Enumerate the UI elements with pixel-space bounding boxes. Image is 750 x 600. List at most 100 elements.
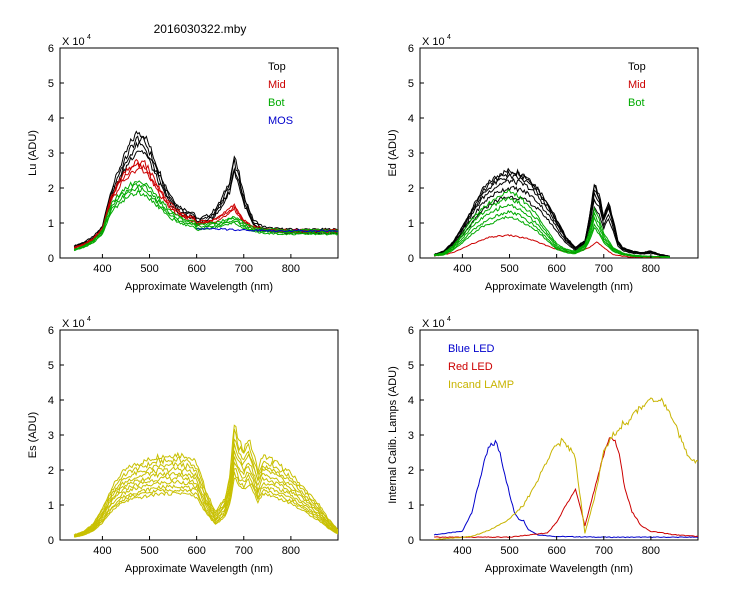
- series-line-blue-led: [433, 439, 698, 539]
- x-tick-label: 500: [500, 263, 518, 275]
- y-exponent-power: 4: [447, 316, 451, 323]
- x-tick-label: 600: [187, 545, 205, 557]
- y-axis-label: Internal Calib. Lamps (ADU): [387, 366, 399, 504]
- plot-frame: [59, 329, 339, 541]
- x-tick-label: 800: [282, 263, 300, 275]
- y-tick-label: 2: [48, 465, 54, 477]
- series-line-red-led: [434, 437, 698, 539]
- y-tick-label: 6: [408, 43, 414, 55]
- y-tick-label: 1: [48, 218, 54, 230]
- plot-frame: [419, 329, 699, 541]
- series-line-top: [433, 177, 670, 257]
- legend-item: Top: [268, 61, 286, 73]
- legend-item: Mid: [628, 79, 646, 91]
- x-axis-label: Approximate Wavelength (nm): [485, 563, 633, 575]
- y-tick-label: 1: [48, 500, 54, 512]
- x-tick-label: 800: [642, 263, 660, 275]
- y-exponent-label: X 10: [62, 36, 85, 48]
- series-line-incand-lamp: [434, 397, 698, 540]
- x-tick-label: 500: [140, 545, 158, 557]
- series-line-top: [73, 130, 338, 247]
- legend-item: Top: [628, 61, 646, 73]
- legend-item: Red LED: [448, 361, 493, 373]
- legend: Top Mid Bot: [628, 61, 646, 109]
- x-tick-label: 700: [235, 545, 253, 557]
- y-tick-label: 2: [408, 183, 414, 195]
- x-tick-label: 600: [547, 545, 565, 557]
- y-tick-label: 4: [408, 113, 414, 125]
- plot-frame: [59, 47, 339, 259]
- legend-item: Blue LED: [448, 343, 495, 355]
- x-tick-label: 500: [140, 263, 158, 275]
- y-exponent-power: 4: [447, 34, 451, 41]
- x-tick-label: 700: [235, 263, 253, 275]
- y-tick-label: 1: [408, 218, 414, 230]
- y-tick-label: 2: [48, 183, 54, 195]
- series-line-top: [433, 195, 670, 258]
- x-tick-label: 600: [187, 263, 205, 275]
- y-tick-label: 5: [48, 78, 54, 90]
- x-tick-label: 400: [93, 263, 111, 275]
- legend-item: Mid: [268, 79, 286, 91]
- y-tick-label: 0: [408, 253, 414, 265]
- y-tick-label: 0: [48, 253, 54, 265]
- x-tick-label: 400: [453, 263, 471, 275]
- y-exponent-label: X 10: [422, 36, 445, 48]
- series-line-es: [73, 443, 338, 537]
- series-line-bot: [434, 215, 670, 258]
- figure-title: 2016030322.mby: [154, 22, 247, 36]
- legend-item: Incand LAMP: [448, 379, 514, 391]
- x-tick-label: 800: [282, 545, 300, 557]
- y-axis-label: Ed (ADU): [387, 129, 399, 176]
- y-tick-label: 0: [408, 535, 414, 547]
- y-tick-label: 2: [408, 465, 414, 477]
- y-tick-label: 4: [48, 395, 54, 407]
- x-tick-label: 400: [93, 545, 111, 557]
- y-axis-label: Lu (ADU): [27, 130, 39, 176]
- legend: Top Mid Bot MOS: [268, 61, 293, 127]
- series-group: [433, 167, 670, 258]
- series-line-es: [73, 424, 338, 536]
- y-tick-label: 3: [408, 148, 414, 160]
- y-tick-label: 6: [408, 325, 414, 337]
- x-axis-label: Approximate Wavelength (nm): [125, 563, 273, 575]
- series-line-bot: [73, 185, 338, 251]
- series-line-mos: [196, 227, 338, 233]
- legend-item: MOS: [268, 115, 293, 127]
- series-line-es: [74, 477, 338, 538]
- y-tick-label: 1: [408, 500, 414, 512]
- series-group: [73, 130, 338, 252]
- series-line-mid: [434, 234, 670, 258]
- x-axis-label: Approximate Wavelength (nm): [485, 281, 633, 293]
- y-tick-label: 4: [48, 113, 54, 125]
- series-line-es: [73, 450, 338, 537]
- y-exponent-power: 4: [87, 34, 91, 41]
- series-line-es: [74, 461, 338, 537]
- y-tick-label: 4: [408, 395, 414, 407]
- legend-item: Bot: [628, 97, 645, 109]
- y-tick-label: 3: [48, 430, 54, 442]
- y-tick-label: 6: [48, 43, 54, 55]
- x-tick-label: 700: [595, 545, 613, 557]
- series-line-es: [73, 456, 338, 537]
- y-exponent-label: X 10: [422, 318, 445, 330]
- x-tick-label: 500: [500, 545, 518, 557]
- y-tick-label: 5: [408, 78, 414, 90]
- y-tick-label: 3: [408, 430, 414, 442]
- y-tick-label: 5: [408, 360, 414, 372]
- series-group: [433, 397, 698, 540]
- legend: Blue LED Red LED Incand LAMP: [448, 343, 514, 391]
- y-exponent-label: X 10: [62, 318, 85, 330]
- legend-item: Bot: [268, 97, 285, 109]
- y-tick-label: 3: [48, 148, 54, 160]
- x-tick-label: 700: [595, 263, 613, 275]
- x-tick-label: 600: [547, 263, 565, 275]
- series-line-es: [73, 468, 338, 538]
- series-line-es: [73, 428, 338, 536]
